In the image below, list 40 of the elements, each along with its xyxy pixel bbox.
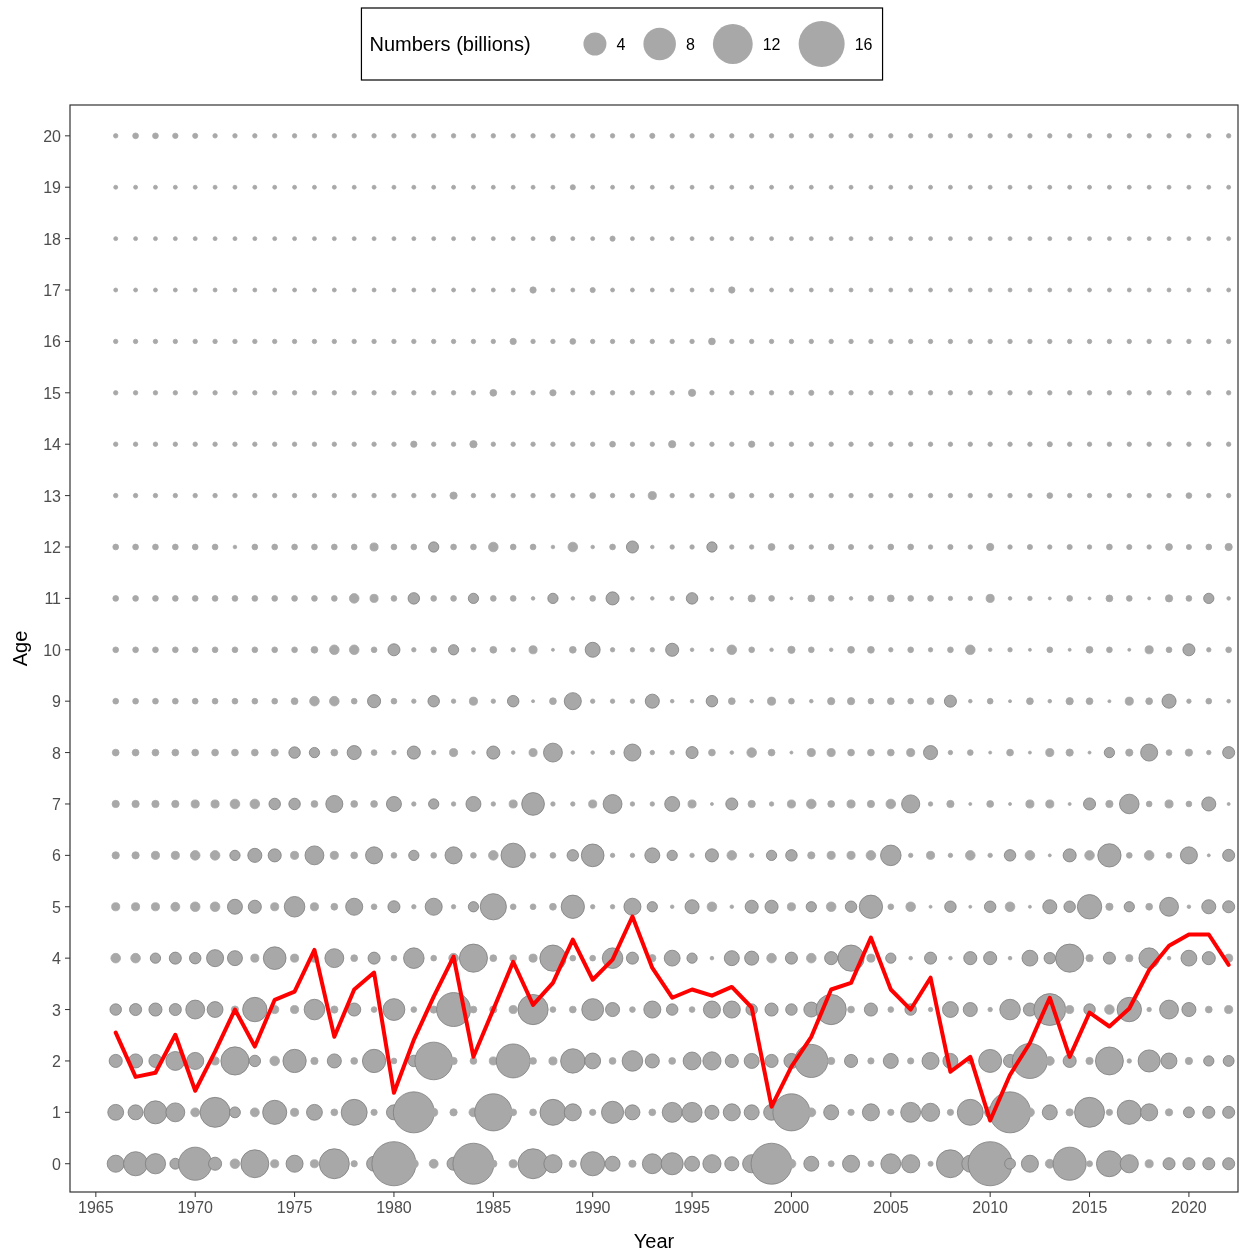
x-tick-label: 1980	[376, 1199, 412, 1216]
x-tick-label: 1995	[674, 1199, 710, 1216]
legend-label: 4	[616, 36, 626, 53]
x-tick-label: 1990	[574, 1199, 611, 1216]
legend-title: Numbers (billions)	[369, 33, 531, 55]
x-tick-label: 1975	[276, 1199, 313, 1216]
x-tick-label: 2015	[1071, 1199, 1108, 1216]
y-tick-label: 15	[43, 384, 62, 402]
y-tick-label: 19	[43, 179, 62, 197]
y-tick-label: 8	[52, 744, 62, 762]
y-tick-label: 14	[43, 436, 62, 454]
y-tick-label: 20	[43, 127, 62, 145]
y-tick-label: 16	[43, 333, 62, 351]
y-tick-label: 1	[52, 1104, 62, 1122]
x-tick-label: 2020	[1171, 1199, 1207, 1216]
x-tick-label: 2010	[972, 1199, 1009, 1216]
y-tick-label: 11	[44, 590, 62, 608]
x-axis-title: Year	[633, 1230, 675, 1252]
x-tick-label: 2005	[873, 1199, 909, 1216]
y-tick-label: 9	[52, 693, 62, 711]
y-tick-label: 18	[43, 230, 62, 248]
x-tick-label: 1970	[177, 1199, 214, 1216]
x-tick-label: 2000	[773, 1199, 810, 1216]
x-tick-label: 1985	[475, 1199, 512, 1216]
legend-label: 8	[685, 36, 695, 53]
y-tick-label: 4	[52, 950, 62, 968]
y-tick-label: 17	[43, 282, 62, 300]
y-tick-label: 3	[52, 1001, 62, 1019]
y-tick-label: 5	[52, 898, 62, 916]
y-tick-label: 6	[52, 847, 62, 865]
y-tick-label: 13	[43, 487, 62, 505]
y-tick-label: 10	[43, 641, 62, 659]
y-tick-label: 7	[52, 795, 62, 813]
y-axis-title: Age	[9, 630, 31, 667]
y-tick-label: 2	[52, 1052, 62, 1070]
x-tick-label: 1965	[78, 1199, 114, 1216]
legend-label: 16	[854, 36, 873, 53]
y-tick-label: 0	[52, 1155, 62, 1173]
legend-label: 12	[762, 36, 781, 53]
y-tick-label: 12	[43, 539, 62, 556]
